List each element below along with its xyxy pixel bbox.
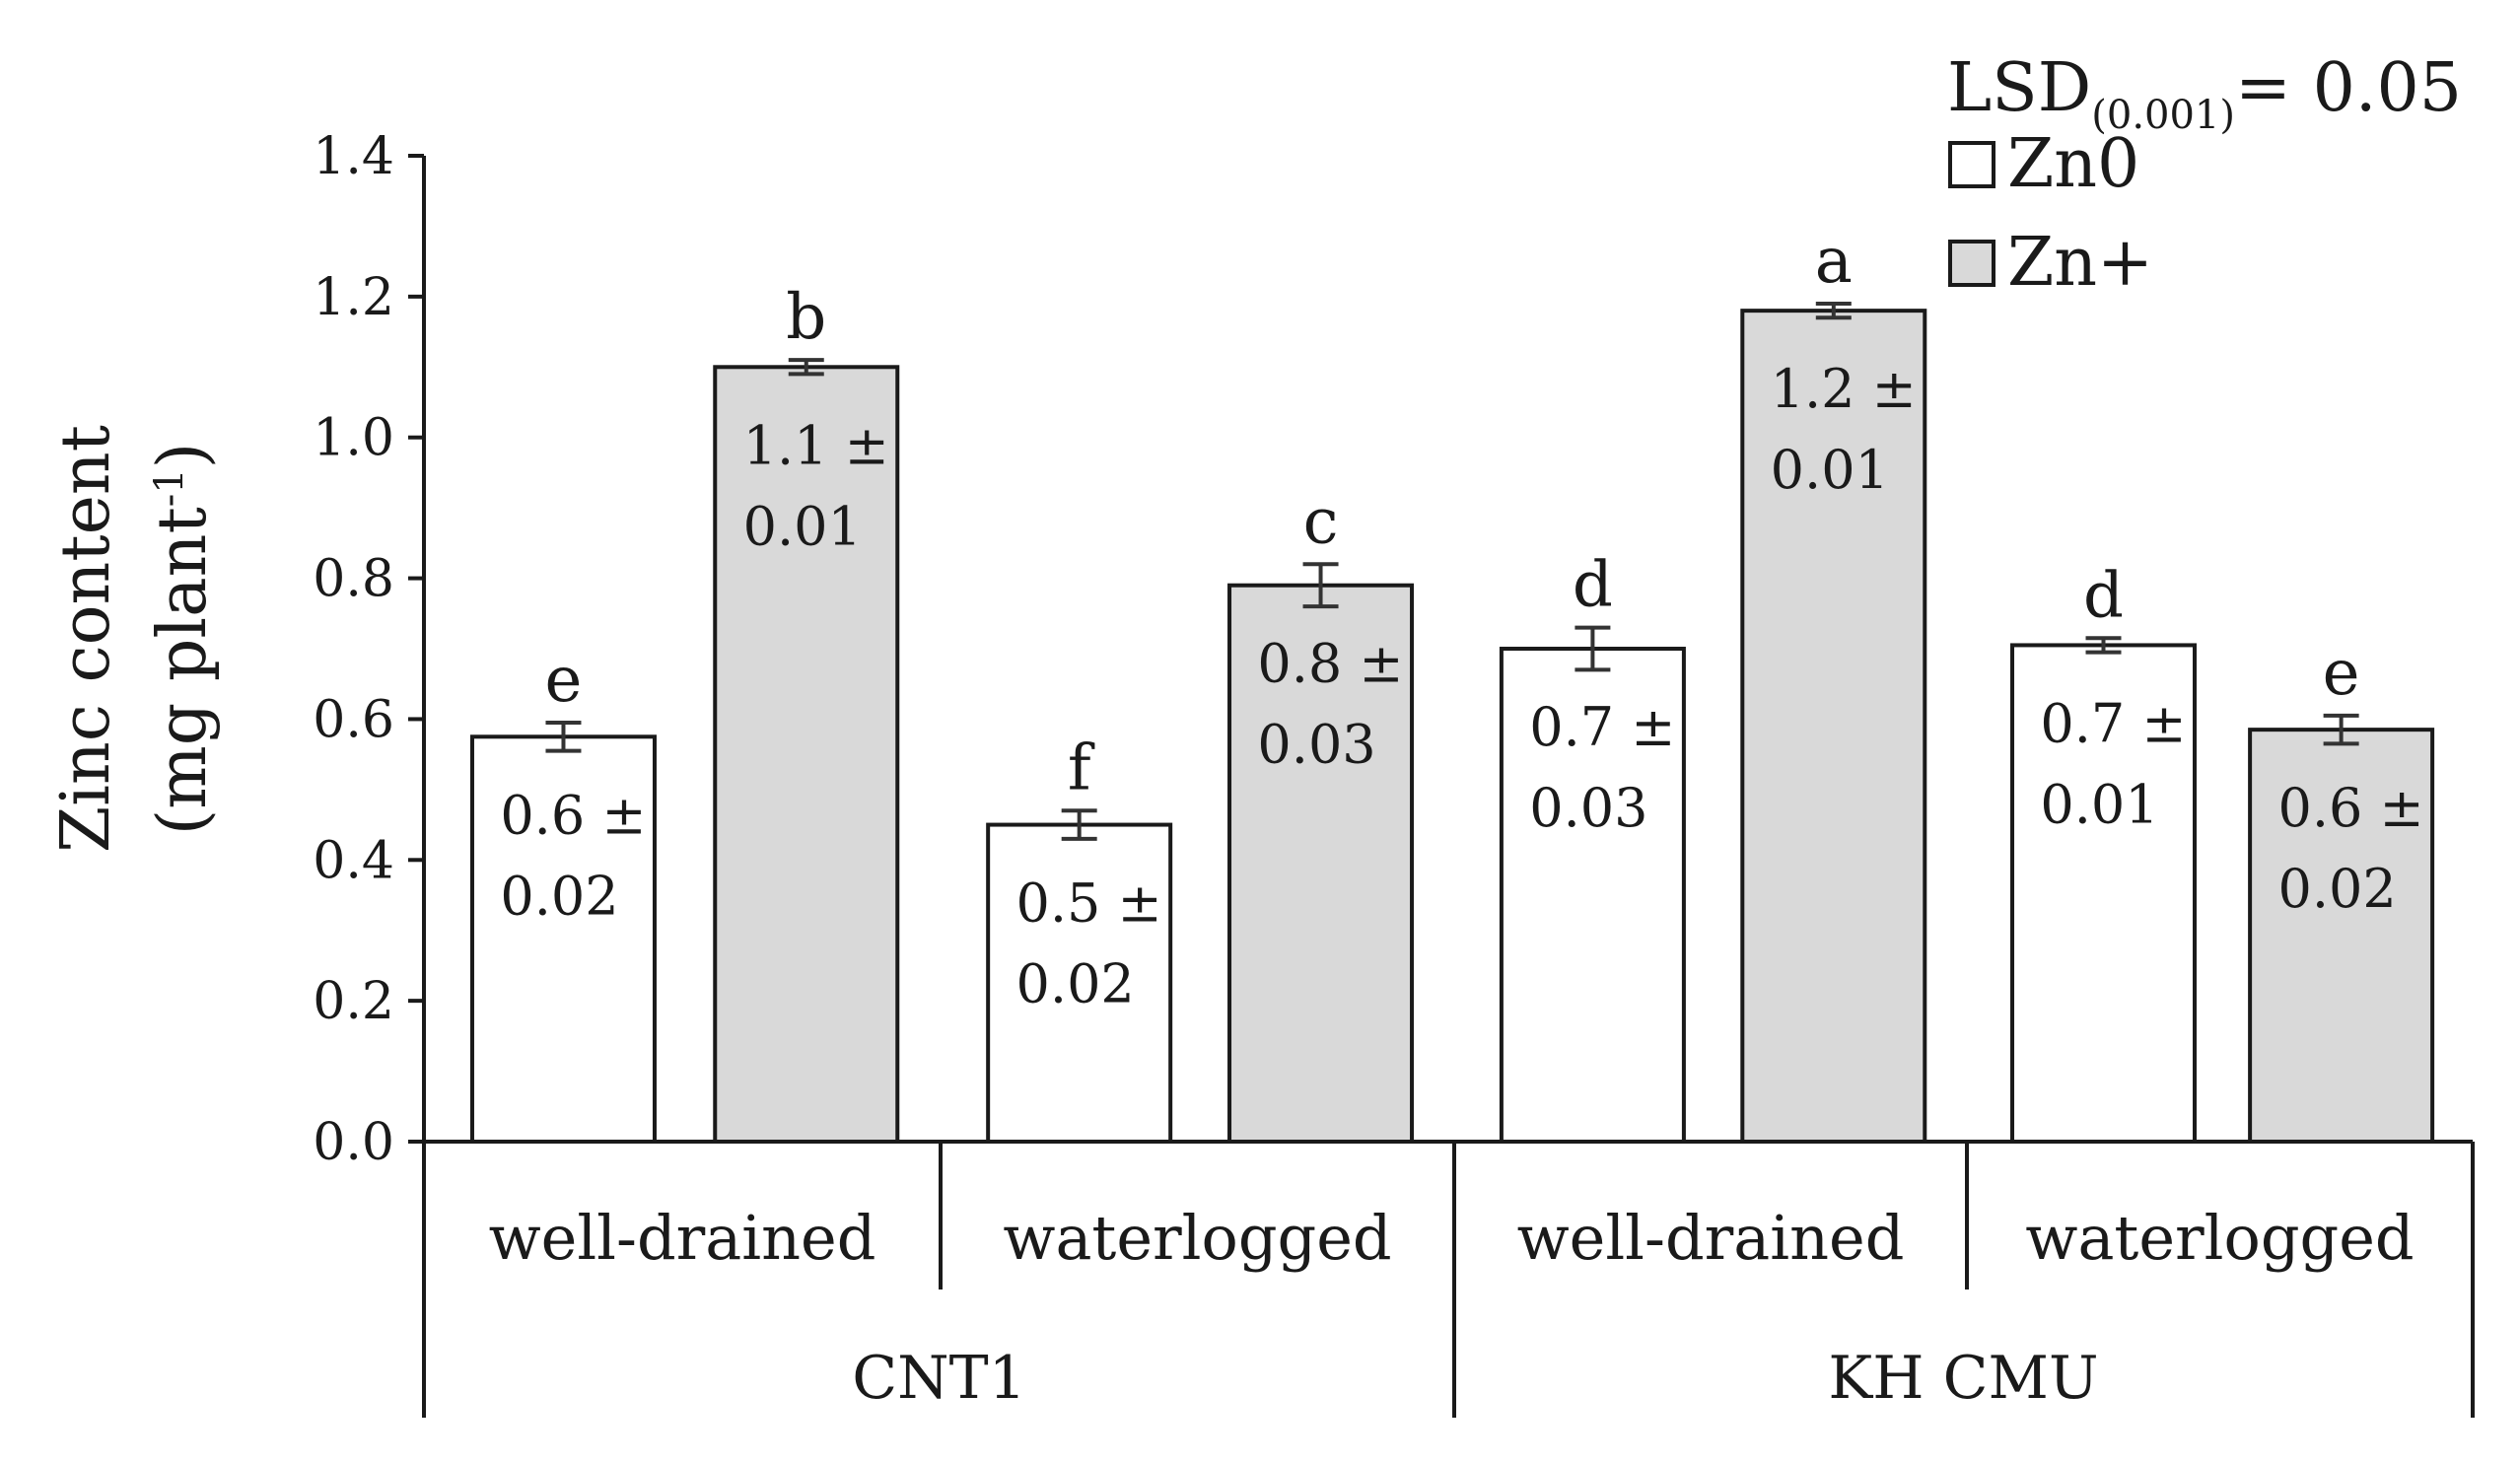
y-tick-label: 0.8 — [313, 550, 394, 609]
condition-label: well-drained — [489, 1202, 876, 1274]
significance-letter: a — [1815, 225, 1853, 298]
y-axis-label: Zinc content (mg plant-1) — [47, 425, 222, 853]
y-tick-label: 1.0 — [313, 409, 394, 468]
data-label-error: 0.03 — [1529, 777, 1647, 839]
y-axis-title-line1: Zinc content — [47, 425, 125, 853]
bar-zn0 — [986, 822, 1173, 1144]
y-tick-label: 0.4 — [313, 831, 394, 890]
data-label-error: 0.02 — [2278, 858, 2397, 920]
bar-group: d 0.7 ± 0.01 — [2010, 559, 2198, 1145]
y-tick-label: 0.6 — [313, 690, 394, 749]
y-tick-label: 1.4 — [313, 127, 394, 186]
condition-label: waterlogged — [1003, 1202, 1391, 1274]
bar-group: b 1.1 ± 0.01 — [713, 281, 900, 1144]
bar-zn0 — [469, 734, 657, 1144]
data-label-mean: 0.6 ± — [500, 784, 646, 846]
y-tick-label: 0.0 — [313, 1113, 394, 1172]
bar-zn0 — [2010, 643, 2198, 1145]
data-label-error: 0.01 — [2040, 773, 2158, 835]
significance-letter: c — [1303, 485, 1339, 558]
bar-znplus — [1740, 309, 1927, 1144]
genotype-label: CNT1 — [852, 1344, 1026, 1413]
data-label-mean: 0.6 ± — [2277, 777, 2423, 839]
x-category-labels: well-drained waterlogged CNT1 well-drained w… — [489, 1202, 2415, 1413]
bar-group: c 0.8 ± 0.03 — [1227, 485, 1415, 1144]
bar-group: d 0.7 ± 0.03 — [1499, 549, 1686, 1144]
data-label-mean: 0.8 ± — [1257, 633, 1403, 695]
bar-znplus — [2248, 728, 2435, 1145]
y-axis-title-line2: (mg plant-1) — [144, 443, 222, 836]
data-label-error: 0.01 — [743, 495, 862, 557]
condition-label: well-drained — [1517, 1202, 1905, 1274]
significance-letter: b — [786, 281, 826, 354]
bar-group: e 0.6 ± 0.02 — [469, 644, 657, 1144]
axes: 0.0 0.2 0.4 0.6 0.8 1.0 1.2 1.4 — [313, 127, 2475, 1418]
data-label-error: 0.02 — [1016, 953, 1135, 1015]
genotype-label: KH CMU — [1828, 1344, 2098, 1413]
legend-label: Zn0 — [2007, 125, 2139, 203]
bar-group: a 1.2 ± 0.01 — [1740, 225, 1927, 1144]
significance-letter: d — [2083, 559, 2124, 632]
y-tick-label: 0.2 — [313, 972, 394, 1031]
significance-letter: e — [2323, 637, 2360, 710]
data-label-mean: 0.5 ± — [1016, 872, 1162, 935]
bar-group: e 0.6 ± 0.02 — [2248, 637, 2435, 1145]
y-tick-label: 1.2 — [313, 268, 394, 327]
legend-swatch — [1948, 141, 1995, 188]
data-label-error: 0.03 — [1257, 714, 1375, 776]
legend-label: Zn+ — [2007, 224, 2153, 302]
condition-label: waterlogged — [2025, 1202, 2414, 1274]
legend-swatch — [1948, 240, 1995, 287]
data-label-mean: 1.1 ± — [743, 414, 889, 476]
bar-group: f 0.5 ± 0.02 — [986, 732, 1173, 1144]
data-label-error: 0.01 — [1771, 439, 1889, 501]
bars: e 0.6 ± 0.02 b 1.1 ± 0.01 f 0.5 ± 0.02 c 0.8 ± 0.03… — [469, 225, 2435, 1145]
bar-zn0 — [1499, 647, 1686, 1144]
data-label-mean: 0.7 ± — [1529, 696, 1675, 758]
significance-letter: e — [545, 644, 583, 717]
bar-znplus — [1227, 583, 1415, 1144]
data-label-mean: 1.2 ± — [1771, 358, 1917, 420]
data-label-error: 0.02 — [500, 865, 618, 927]
data-label-mean: 0.7 ± — [2040, 692, 2186, 754]
significance-letter: d — [1573, 549, 1613, 622]
bar-znplus — [713, 365, 900, 1144]
lsd-annotation: LSD(0.001)= 0.05 — [1947, 49, 2462, 138]
significance-letter: f — [1068, 732, 1095, 804]
